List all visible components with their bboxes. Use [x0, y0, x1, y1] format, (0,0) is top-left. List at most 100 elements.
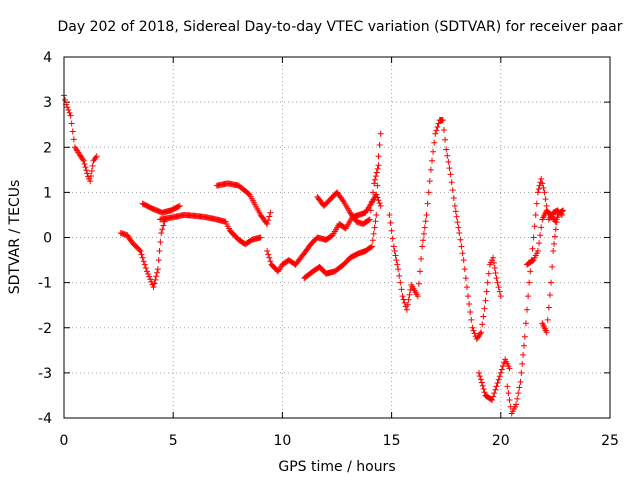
data-point	[518, 369, 525, 376]
data-point	[554, 211, 561, 218]
data-point	[516, 384, 523, 391]
data-point	[477, 330, 484, 337]
data-point	[527, 268, 534, 275]
data-point	[447, 171, 454, 178]
data-point	[496, 373, 503, 380]
data-point	[70, 136, 77, 143]
data-point	[368, 243, 375, 250]
data-point	[524, 306, 531, 313]
y-tick-label: -4	[38, 411, 52, 427]
data-point	[551, 240, 558, 247]
data-point	[371, 224, 378, 231]
data-point	[534, 189, 541, 196]
data-point	[148, 278, 155, 285]
data-point	[423, 211, 430, 218]
data-point	[480, 385, 487, 392]
data-point	[420, 237, 427, 244]
data-point	[140, 258, 147, 265]
data-point	[492, 270, 499, 277]
data-point	[496, 288, 503, 295]
y-tick-label: 1	[43, 185, 52, 201]
y-tick-label: 0	[43, 231, 52, 247]
data-point	[481, 305, 488, 312]
data-point	[65, 107, 72, 114]
x-tick-labels: 0 5 10 15 20 25	[60, 433, 619, 449]
data-point	[397, 279, 404, 286]
data-point	[422, 218, 429, 225]
data-point	[141, 261, 148, 268]
data-point	[372, 176, 379, 183]
data-point	[541, 189, 548, 196]
x-tick-label: 10	[273, 433, 291, 449]
data-point	[339, 197, 346, 204]
data-point	[520, 342, 527, 349]
grid-lines	[64, 57, 610, 418]
data-point	[514, 395, 521, 402]
data-point	[367, 244, 374, 251]
data-point	[419, 243, 426, 250]
data-point	[538, 175, 545, 182]
data-point	[460, 257, 467, 264]
data-point	[468, 316, 475, 323]
data-point	[469, 324, 476, 331]
data-point	[152, 276, 159, 283]
data-point	[68, 120, 75, 127]
data-point	[499, 363, 506, 370]
data-point	[93, 153, 100, 160]
data-point	[540, 184, 547, 191]
data-point	[425, 189, 432, 196]
data-point	[434, 123, 441, 130]
data-point	[489, 396, 496, 403]
data-point	[389, 235, 396, 242]
data-point	[491, 264, 498, 271]
data-point	[145, 270, 152, 277]
data-point	[146, 273, 153, 280]
data-point	[375, 197, 382, 204]
data-point	[154, 266, 161, 273]
data-point	[504, 383, 511, 390]
data-point	[483, 288, 490, 295]
data-point	[414, 293, 421, 300]
data-point	[493, 383, 500, 390]
data-point	[453, 213, 460, 220]
data-point	[398, 286, 405, 293]
y-tick-label: -2	[38, 321, 52, 337]
x-tick-label: 5	[169, 433, 178, 449]
data-point	[498, 366, 505, 373]
data-point	[481, 389, 488, 396]
data-point	[478, 329, 485, 336]
data-point	[495, 284, 502, 291]
data-point	[549, 263, 556, 270]
data-point	[175, 203, 182, 210]
data-point	[445, 158, 452, 165]
data-point	[490, 393, 497, 400]
data-point	[373, 211, 380, 218]
data-point	[552, 226, 559, 233]
data-point	[266, 254, 273, 261]
data-point	[426, 178, 433, 185]
data-point	[88, 173, 95, 180]
data-point	[429, 157, 436, 164]
data-point	[396, 272, 403, 279]
data-point	[157, 239, 164, 246]
data-point	[403, 306, 410, 313]
plot-frame	[63, 56, 611, 419]
data-point	[476, 373, 483, 380]
data-point	[375, 153, 382, 160]
data-point	[137, 248, 144, 255]
data-point	[372, 218, 379, 225]
data-point	[506, 396, 513, 403]
data-point	[532, 211, 539, 218]
data-point	[395, 266, 402, 273]
data-point	[405, 296, 412, 303]
data-point	[373, 191, 380, 198]
data-point	[444, 152, 451, 159]
data-point	[376, 141, 383, 148]
data-point	[463, 284, 470, 291]
data-point	[526, 279, 533, 286]
data-point	[156, 248, 163, 255]
x-tick-label: 15	[383, 433, 401, 449]
data-point	[530, 234, 537, 241]
y-axis-label: SDTVAR / TECUs	[7, 180, 23, 295]
data-point	[150, 284, 157, 291]
